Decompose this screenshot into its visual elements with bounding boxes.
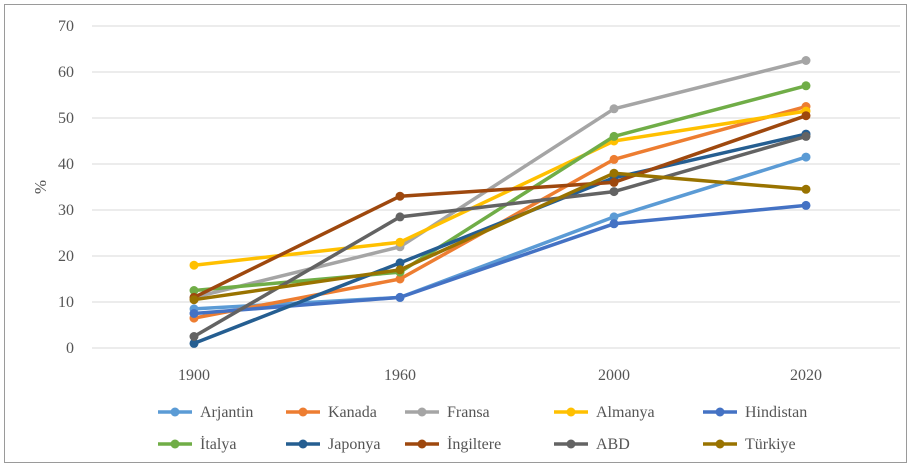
- legend-label: Kanada: [328, 404, 377, 421]
- series-line-4: [192, 203, 808, 316]
- legend-label: İtalya: [200, 435, 236, 453]
- legend-label: Japonya: [328, 436, 380, 453]
- y-tick-label: 0: [66, 340, 74, 357]
- x-tick-label: 2000: [598, 367, 630, 384]
- data-point: [395, 292, 405, 302]
- data-point: [609, 131, 619, 141]
- series-line-2: [192, 58, 808, 300]
- series-line-8: [192, 134, 808, 339]
- y-tick-label: 30: [58, 202, 74, 219]
- legend-label: ABD: [596, 436, 630, 453]
- data-point: [801, 184, 811, 194]
- y-tick-label: 70: [58, 18, 74, 35]
- data-point: [189, 286, 199, 295]
- legend-label: Hindistan: [745, 404, 807, 421]
- data-point: [801, 81, 811, 91]
- legend-swatch-marker: [298, 407, 308, 417]
- data-point: [609, 187, 619, 197]
- legend-label: Arjantin: [200, 404, 253, 421]
- series-line-9: [192, 171, 808, 302]
- data-point: [609, 212, 619, 222]
- y-tick-label: 40: [58, 156, 74, 173]
- legend-swatch-marker: [298, 439, 308, 449]
- data-point: [395, 258, 405, 268]
- data-point: [609, 177, 619, 187]
- data-point: [395, 191, 405, 201]
- data-point: [801, 152, 811, 162]
- data-point: [395, 274, 405, 284]
- data-point: [801, 56, 811, 65]
- data-point: [395, 237, 405, 247]
- y-tick-label: 10: [58, 294, 74, 311]
- legend-swatch-marker: [417, 407, 427, 417]
- data-point: [801, 200, 811, 210]
- legend-swatch-marker: [417, 439, 427, 449]
- data-point: [395, 265, 405, 275]
- legend-swatch-marker: [566, 439, 576, 449]
- legend-swatch-marker: [170, 439, 180, 449]
- legend-label: Türkiye: [745, 436, 796, 453]
- data-point: [189, 309, 199, 318]
- y-tick-label: 50: [58, 110, 74, 127]
- chart-frame: [4, 4, 907, 463]
- y-axis-label: %: [31, 180, 50, 194]
- series-line-6: [192, 132, 808, 346]
- data-point: [609, 104, 619, 114]
- legend-label: Fransa: [447, 404, 490, 421]
- legend-swatch-marker: [566, 407, 576, 417]
- x-tick-label: 2020: [790, 367, 822, 384]
- data-point: [801, 131, 811, 141]
- data-point: [609, 219, 619, 229]
- legend-swatch-marker: [715, 407, 725, 417]
- data-point: [189, 332, 199, 341]
- data-point: [189, 295, 199, 305]
- legend-swatch-marker: [715, 439, 725, 449]
- y-tick-label: 20: [58, 248, 74, 265]
- data-point: [395, 212, 405, 222]
- data-point: [609, 154, 619, 164]
- series-line-3: [192, 109, 808, 267]
- series-line-7: [192, 113, 808, 300]
- data-point: [189, 260, 199, 270]
- data-point: [801, 111, 811, 121]
- data-point: [609, 168, 619, 178]
- legend-label: Almanya: [596, 404, 655, 421]
- legend-swatch-marker: [170, 407, 180, 417]
- data-point: [189, 338, 199, 348]
- legend-label: İngiltere: [447, 435, 501, 453]
- x-tick-label: 1900: [178, 367, 210, 384]
- x-tick-label: 1960: [384, 367, 416, 384]
- y-tick-label: 60: [58, 64, 74, 81]
